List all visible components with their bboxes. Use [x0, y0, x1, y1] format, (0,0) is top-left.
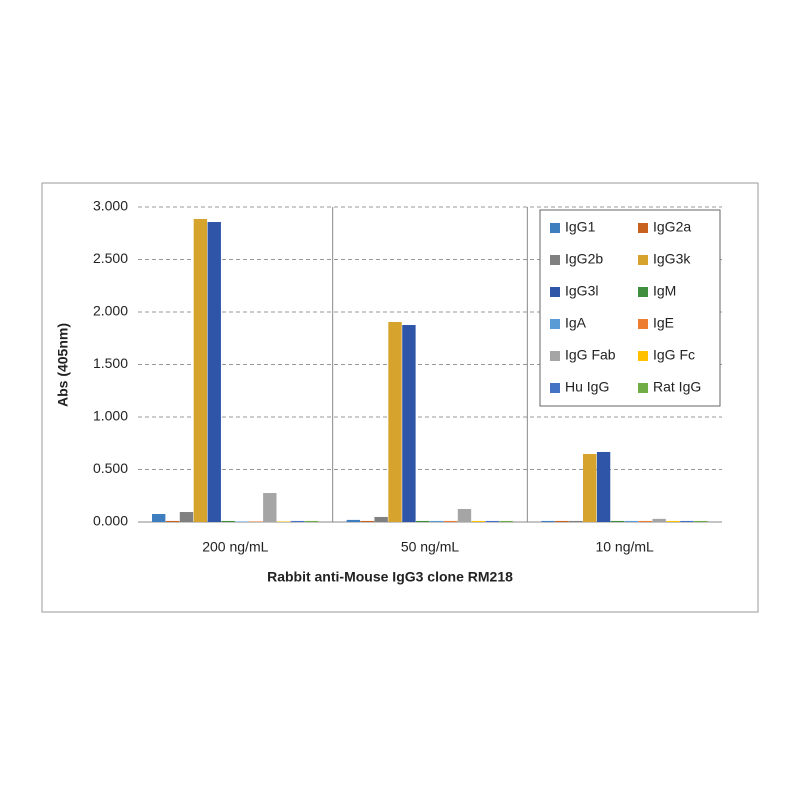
- bar: [235, 521, 249, 522]
- bar: [652, 518, 666, 522]
- bar: [666, 520, 680, 522]
- bar: [249, 521, 263, 522]
- bar: [457, 508, 472, 522]
- y-tick-label: 0.500: [93, 460, 128, 476]
- legend-label: IgG2a: [653, 219, 691, 235]
- bar: [541, 520, 555, 522]
- bar: [610, 520, 625, 522]
- legend-swatch: [550, 319, 560, 329]
- legend-swatch: [638, 351, 648, 361]
- bar: [165, 520, 180, 522]
- legend-label: IgA: [565, 315, 587, 331]
- legend-box: [539, 209, 721, 407]
- legend-label: IgG3k: [653, 251, 691, 267]
- bar: [388, 321, 402, 522]
- legend-swatch: [638, 255, 648, 265]
- legend-swatch: [550, 351, 560, 361]
- legend-label: IgG3l: [565, 283, 598, 299]
- legend-label: IgE: [653, 315, 674, 331]
- bar: [374, 516, 388, 522]
- bar: [680, 520, 694, 522]
- y-tick-label: 2.500: [93, 250, 128, 266]
- bar: [624, 520, 639, 522]
- bar: [596, 451, 611, 522]
- legend-swatch: [638, 319, 648, 329]
- legend-label: Rat IgG: [653, 379, 701, 395]
- bar: [290, 520, 305, 522]
- bar: [193, 218, 208, 522]
- bar: [569, 520, 583, 522]
- y-tick-label: 1.000: [93, 408, 128, 424]
- bar: [152, 514, 166, 522]
- bar: [277, 521, 291, 522]
- bar: [416, 520, 430, 522]
- legend-swatch: [638, 383, 648, 393]
- y-tick-label: 2.000: [93, 303, 128, 319]
- bar: [499, 520, 513, 522]
- bar: [485, 520, 499, 522]
- y-tick-label: 0.000: [93, 513, 128, 529]
- y-tick-label: 3.000: [93, 198, 128, 214]
- x-tick-label: 50 ng/mL: [401, 539, 460, 555]
- y-tick-label: 1.500: [93, 355, 128, 371]
- bar: [402, 325, 416, 522]
- legend-swatch: [638, 223, 648, 233]
- legend-swatch: [550, 287, 560, 297]
- bar: [179, 512, 194, 522]
- legend-label: Hu IgG: [565, 379, 609, 395]
- legend-label: IgG2b: [565, 251, 603, 267]
- legend-label: IgG1: [565, 219, 596, 235]
- bar: [207, 222, 221, 522]
- legend-label: IgG Fc: [653, 347, 695, 363]
- legend-label: IgM: [653, 283, 676, 299]
- legend-swatch: [550, 383, 560, 393]
- legend-swatch: [550, 223, 560, 233]
- y-axis-title: Abs (405nm): [55, 323, 71, 407]
- bar: [221, 520, 235, 522]
- bar: [555, 520, 569, 522]
- bar: [694, 520, 708, 522]
- bar: [583, 453, 597, 522]
- bar: [360, 520, 374, 522]
- x-tick-label: 10 ng/mL: [595, 539, 654, 555]
- x-tick-label: 200 ng/mL: [202, 539, 268, 555]
- legend-label: IgG Fab: [565, 347, 616, 363]
- bar: [263, 493, 277, 522]
- bar: [638, 520, 652, 522]
- bar: [346, 519, 361, 522]
- legend-swatch: [638, 287, 648, 297]
- bar: [471, 520, 486, 522]
- bar: [304, 520, 319, 522]
- bar: [443, 520, 458, 522]
- x-axis-title: Rabbit anti-Mouse IgG3 clone RM218: [267, 569, 513, 585]
- bar: [430, 520, 444, 522]
- legend-swatch: [550, 255, 560, 265]
